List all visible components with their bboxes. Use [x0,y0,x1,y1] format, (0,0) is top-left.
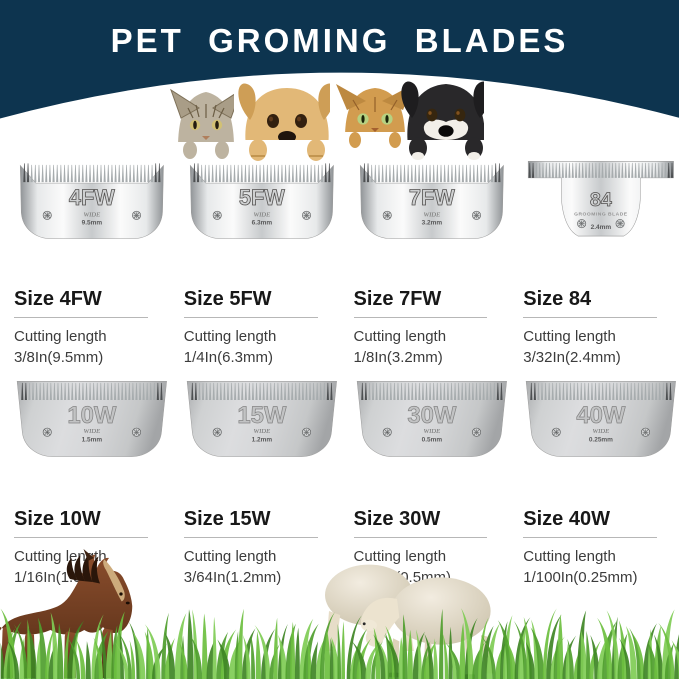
svg-text:WIDE: WIDE [83,211,100,218]
svg-text:WIDE: WIDE [593,428,610,435]
svg-text:15W: 15W [237,402,287,429]
svg-text:30W: 30W [407,402,457,429]
svg-text:3.2mm: 3.2mm [421,220,442,227]
svg-text:WIDE: WIDE [423,211,440,218]
svg-text:6.3mm: 6.3mm [251,220,272,227]
svg-text:10W: 10W [67,402,117,429]
svg-text:0.25mm: 0.25mm [589,437,613,444]
svg-text:1.5mm: 1.5mm [82,437,103,444]
svg-text:5FW: 5FW [239,185,285,210]
svg-text:1.2mm: 1.2mm [251,437,272,444]
svg-text:WIDE: WIDE [83,428,100,435]
svg-text:GROOMING BLADE: GROOMING BLADE [574,211,628,217]
svg-text:WIDE: WIDE [423,428,440,435]
svg-text:84: 84 [590,189,612,211]
svg-text:2.4mm: 2.4mm [591,224,612,231]
svg-text:WIDE: WIDE [253,428,270,435]
svg-text:7FW: 7FW [408,185,454,210]
svg-text:4FW: 4FW [69,185,115,210]
svg-text:WIDE: WIDE [253,211,270,218]
svg-text:0.5mm: 0.5mm [421,437,442,444]
svg-text:9.5mm: 9.5mm [82,220,103,227]
svg-text:40W: 40W [577,402,627,429]
